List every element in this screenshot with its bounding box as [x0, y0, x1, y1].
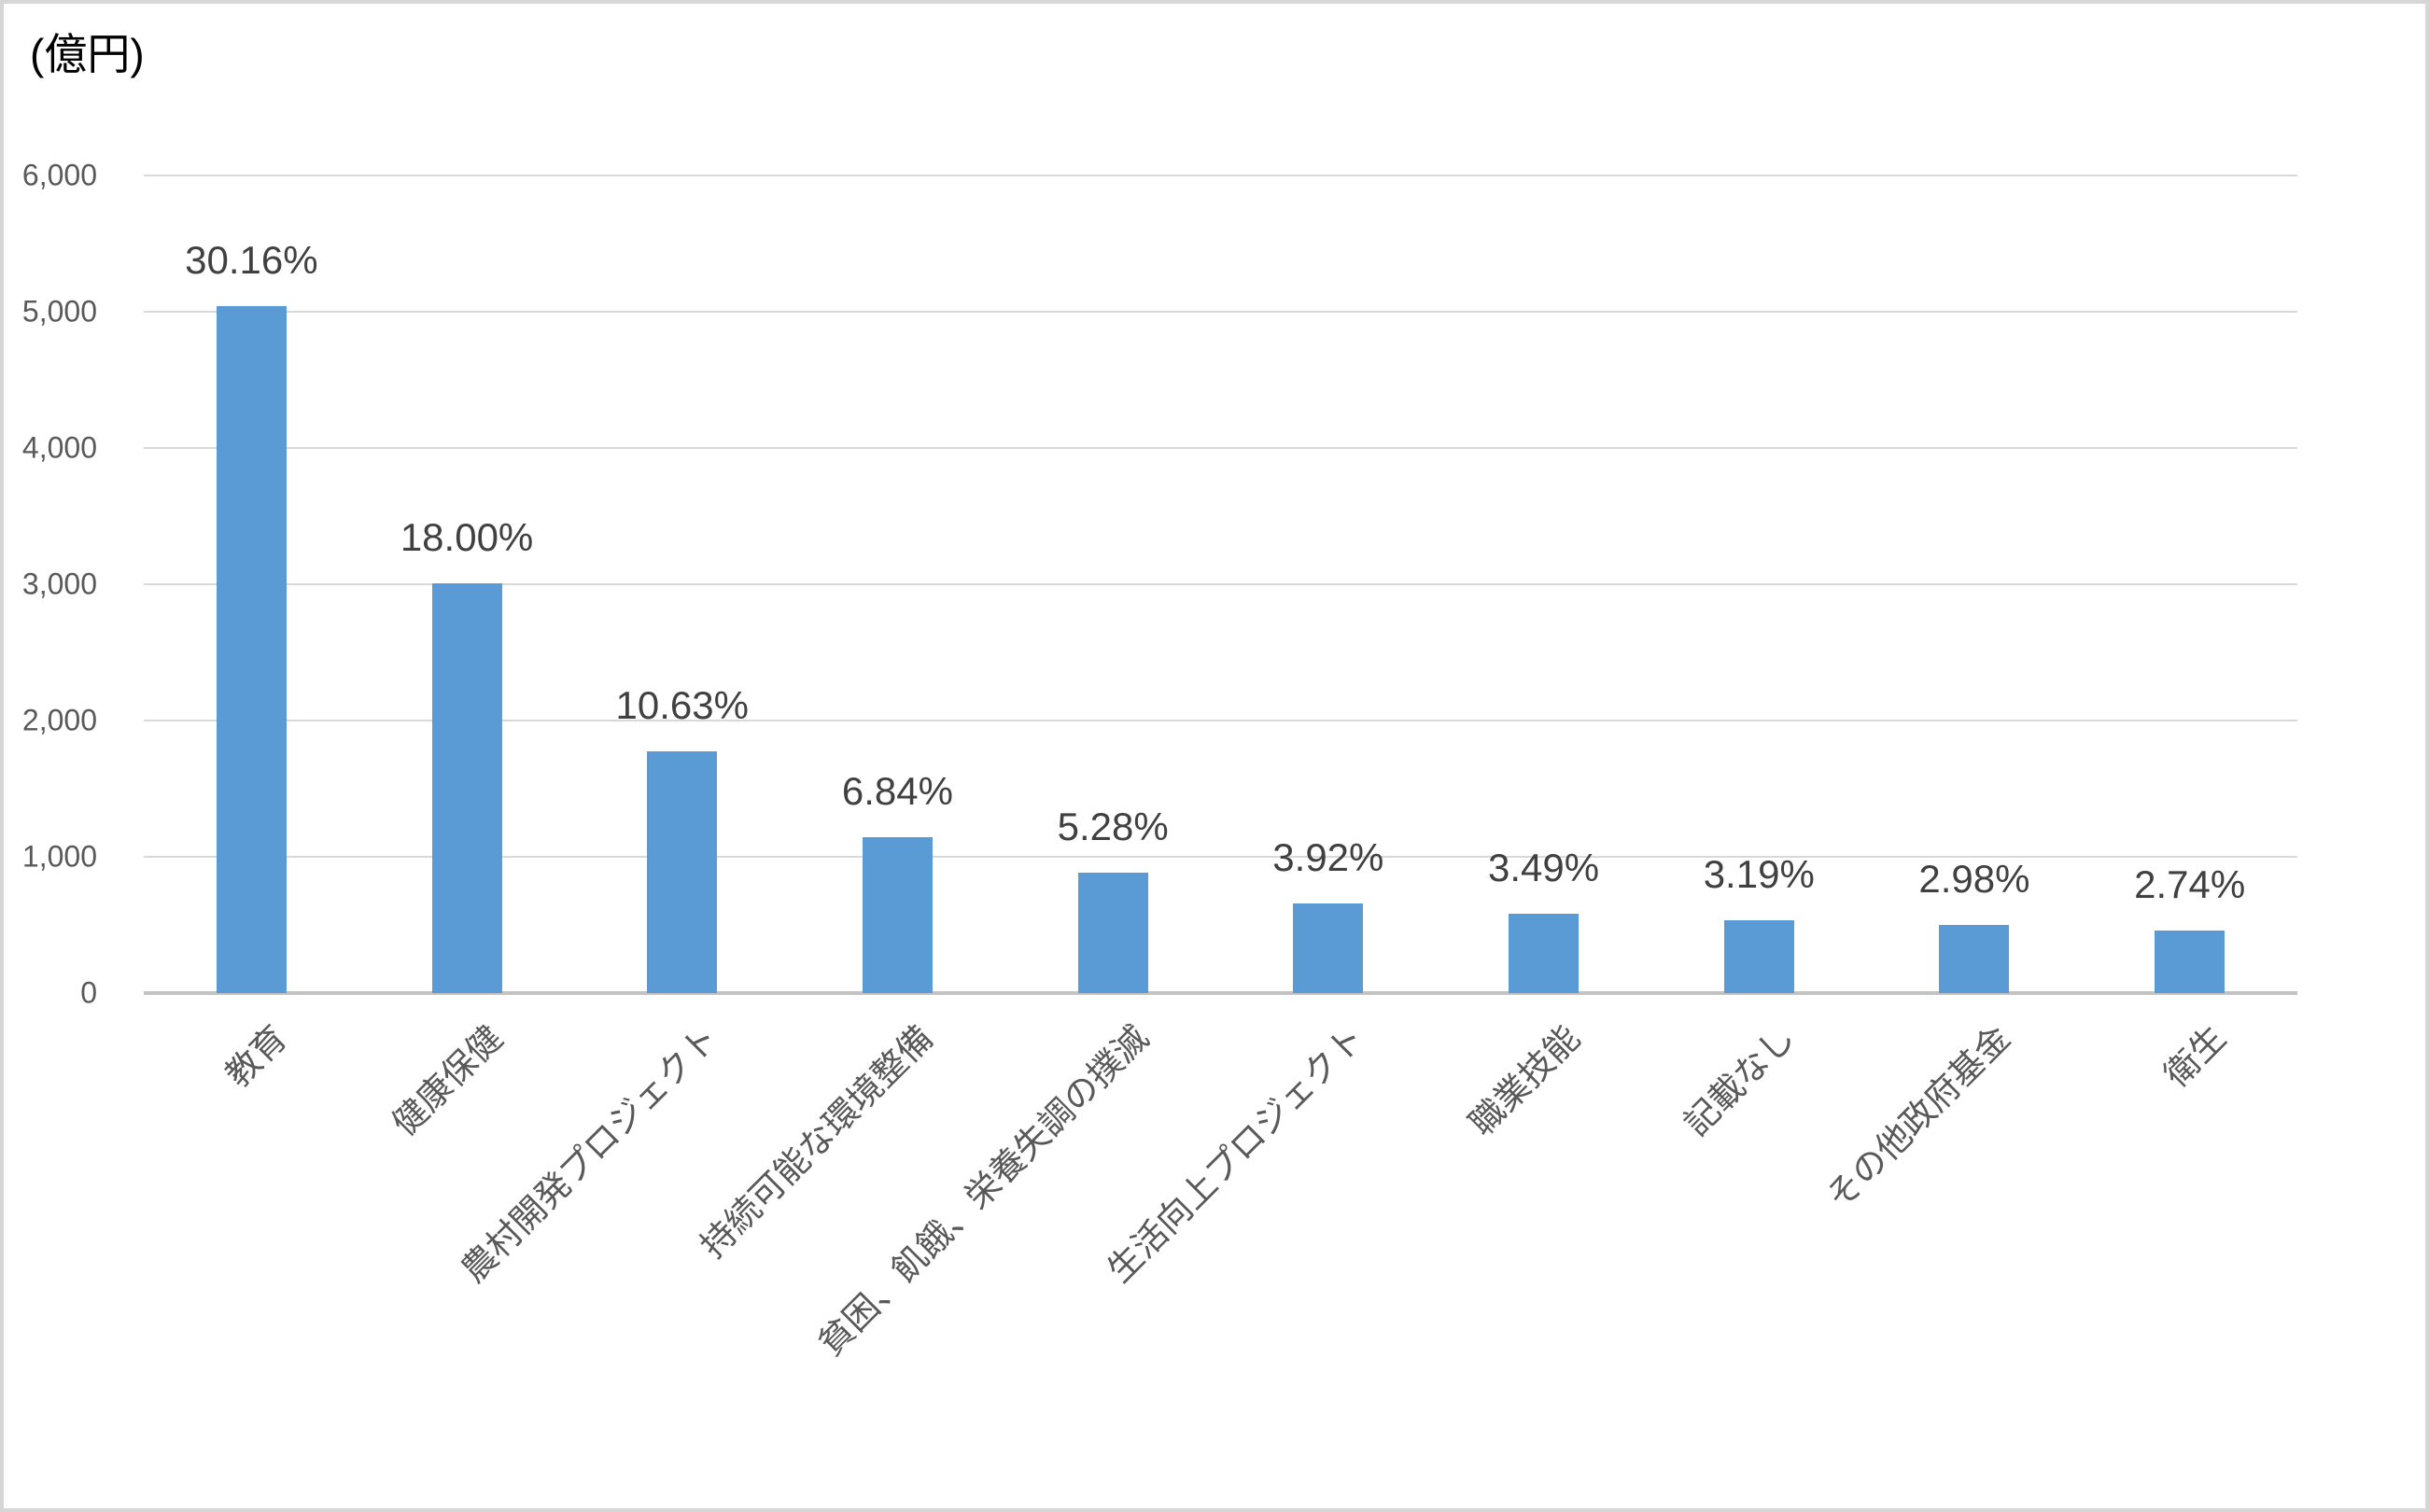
bar — [216, 306, 287, 993]
bar-value-label: 2.98% — [1918, 857, 2030, 902]
category-label: 記載なし — [1677, 1018, 1803, 1143]
bar-value-label: 30.16% — [185, 238, 318, 283]
bar — [1293, 903, 1364, 993]
y-tick-label: 1,000 — [21, 839, 97, 874]
bar — [1939, 925, 2010, 993]
y-tick-label: 2,000 — [21, 703, 97, 737]
bar-value-label: 3.92% — [1272, 835, 1384, 880]
y-tick-label: 6,000 — [21, 158, 97, 192]
category-label: 健康保健 — [385, 1018, 511, 1143]
bar-value-label: 3.49% — [1488, 845, 1600, 889]
gridline — [144, 583, 2297, 585]
bar — [1509, 913, 1580, 993]
category-label: その他政府基金 — [1818, 1018, 2018, 1217]
bar-value-label: 3.19% — [1703, 852, 1815, 897]
gridline — [144, 447, 2297, 449]
bar-value-label: 2.74% — [2134, 862, 2246, 907]
y-tick-label: 4,000 — [21, 430, 97, 465]
bar — [1723, 920, 1794, 993]
bar — [647, 750, 718, 993]
bar — [862, 837, 933, 993]
bar-value-label: 5.28% — [1057, 805, 1169, 849]
gridline — [144, 311, 2297, 313]
gridline — [144, 175, 2297, 176]
bar-value-label: 18.00% — [400, 514, 534, 559]
gridline — [144, 720, 2297, 721]
category-label: 職業技能 — [1461, 1018, 1587, 1143]
y-tick-label: 5,000 — [21, 294, 97, 329]
bar — [431, 582, 502, 993]
y-tick-label: 0 — [80, 975, 97, 1010]
y-tick-label: 3,000 — [21, 567, 97, 601]
x-axis-line — [144, 991, 2297, 995]
category-label: 衛生 — [2156, 1018, 2233, 1095]
category-label: 教育 — [218, 1018, 295, 1095]
bar — [1077, 873, 1148, 993]
chart-axis-unit-title: (億円) — [30, 30, 145, 78]
bar — [2155, 931, 2225, 993]
bar-value-label: 6.84% — [841, 769, 953, 814]
gridline — [144, 856, 2297, 858]
bar-value-label: 10.63% — [615, 682, 749, 727]
